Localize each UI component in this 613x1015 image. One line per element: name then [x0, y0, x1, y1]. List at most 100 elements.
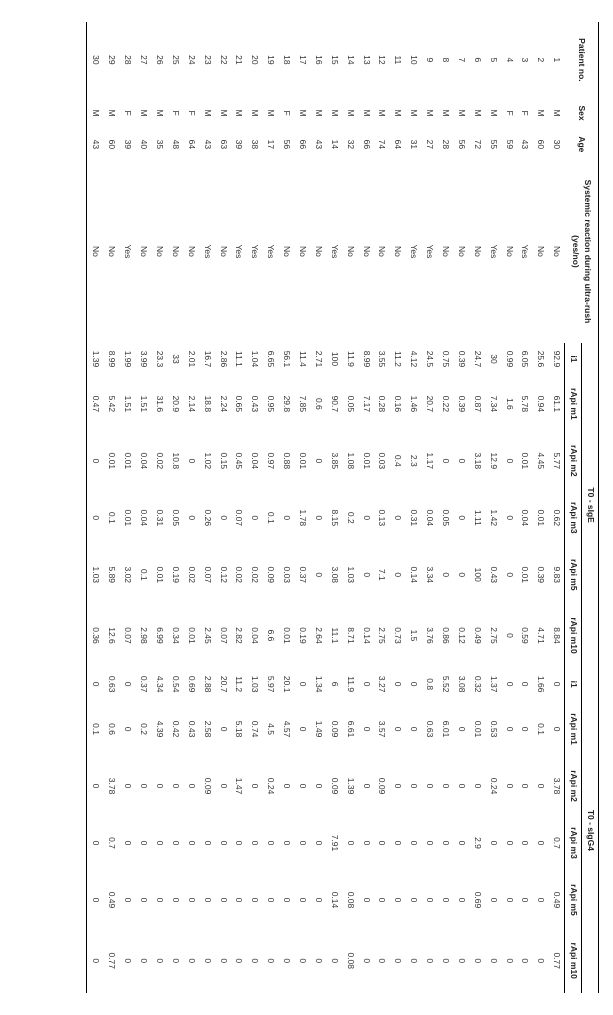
table-cell: M — [151, 98, 167, 129]
table-cell: 2.14 — [183, 375, 199, 432]
table-cell: 0.87 — [469, 375, 485, 432]
col-igg4-m10: rApi m10 — [565, 928, 582, 993]
table-cell: 29.8 — [278, 375, 294, 432]
table-cell: 0 — [453, 546, 469, 603]
table-cell: 0 — [135, 871, 151, 928]
table-cell: 0 — [135, 928, 151, 993]
table-cell: 16 — [310, 22, 326, 98]
table-cell: 0.65 — [231, 375, 247, 432]
table-cell: 6 — [469, 22, 485, 98]
table-cell: 12.9 — [485, 432, 501, 489]
table-cell: 38 — [246, 128, 262, 160]
table-cell: 25 — [167, 22, 183, 98]
table-cell: 0.42 — [167, 701, 183, 758]
table-cell: 0 — [183, 432, 199, 489]
table-cell: 11.1 — [326, 603, 342, 668]
table-cell: M — [389, 98, 405, 129]
table-cell: 0 — [87, 758, 103, 815]
table-row: 2M60No25.60.944.450.010.394.711.660.1000… — [532, 22, 548, 993]
table-cell: 0.94 — [532, 375, 548, 432]
table-cell: 0.7 — [548, 815, 564, 872]
table-row: 25F48No3320.910.80.050.190.340.540.42000… — [167, 22, 183, 993]
table-cell: 0 — [278, 928, 294, 993]
table-cell: 24 — [183, 22, 199, 98]
table-cell: 0.01 — [517, 546, 533, 603]
table-cell: 0.07 — [119, 603, 135, 668]
table-cell: 3.78 — [103, 758, 119, 815]
table-cell: 12 — [374, 22, 390, 98]
table-cell: 0 — [358, 871, 374, 928]
table-row: 5M55Yes307.3412.91.420.432.751.370.530.2… — [485, 22, 501, 993]
table-cell: 0.7 — [103, 815, 119, 872]
table-cell: 0 — [405, 871, 421, 928]
table-cell: 5.89 — [103, 546, 119, 603]
table-cell: 0 — [231, 815, 247, 872]
col-ige-m2: rApi m2 — [565, 432, 582, 489]
table-cell: 15 — [326, 22, 342, 98]
table-cell: 0.1 — [532, 701, 548, 758]
table-cell: 0.37 — [135, 668, 151, 701]
table-cell: 0.59 — [517, 603, 533, 668]
table-cell: 0.69 — [469, 871, 485, 928]
table-cell: 0 — [262, 928, 278, 993]
table-cell: 3.34 — [421, 546, 437, 603]
table-cell: 0 — [310, 871, 326, 928]
table-row: 22M63No2.862.240.1500.120.0720.700000 — [215, 22, 231, 993]
table-cell: 0.04 — [246, 603, 262, 668]
table-cell: 100 — [469, 546, 485, 603]
col-ige-m10: rApi m10 — [565, 603, 582, 668]
table-cell: 0 — [215, 928, 231, 993]
table-cell: 0 — [87, 432, 103, 489]
table-row: 17M66No11.47.850.011.780.370.19000000 — [294, 22, 310, 993]
table-cell: 0 — [167, 928, 183, 993]
table-cell: 2.3 — [405, 432, 421, 489]
table-cell: M — [199, 98, 215, 129]
table-cell: 0 — [119, 701, 135, 758]
table-cell: 1.42 — [485, 489, 501, 546]
header-row-1: Patient no. Sex Age Systemic reaction du… — [582, 22, 599, 993]
table-cell: 3.57 — [374, 701, 390, 758]
col-patient: Patient no. — [565, 22, 599, 98]
table-cell: 39 — [231, 128, 247, 160]
table-cell: 0.01 — [119, 489, 135, 546]
col-igg4-i1: i1 — [565, 668, 582, 701]
table-cell: 2.86 — [215, 343, 231, 376]
table-cell: 0.15 — [215, 432, 231, 489]
table-cell: No — [532, 160, 548, 342]
table-cell: Yes — [246, 160, 262, 342]
table-cell: 0.73 — [389, 603, 405, 668]
table-row: 30M43No1.390.47001.030.3600.10000 — [87, 22, 103, 993]
table-cell: 0.01 — [278, 603, 294, 668]
table-cell: 0 — [151, 928, 167, 993]
table-cell: 0 — [151, 871, 167, 928]
table-cell: 1.47 — [231, 758, 247, 815]
table-cell: 0.22 — [437, 375, 453, 432]
table-cell: 0.04 — [246, 432, 262, 489]
table-cell: 0 — [278, 871, 294, 928]
table-cell: M — [485, 98, 501, 129]
table-cell: 0 — [532, 871, 548, 928]
table-row: 12M74No3.550.280.030.137.12.753.273.570.… — [374, 22, 390, 993]
table-cell: 0.09 — [326, 701, 342, 758]
table-cell: 0.01 — [119, 432, 135, 489]
table-cell: 0.1 — [135, 546, 151, 603]
table-cell: 0 — [437, 758, 453, 815]
table-row: 18F56No56.129.80.8800.030.0120.14.570000 — [278, 22, 294, 993]
table-cell: 0.36 — [87, 603, 103, 668]
table-row: 26M35No23.331.60.020.310.016.994.344.390… — [151, 22, 167, 993]
table-cell: 0 — [389, 871, 405, 928]
table-cell: 0 — [310, 758, 326, 815]
table-cell: 0.05 — [342, 375, 358, 432]
table-cell: 0.86 — [437, 603, 453, 668]
table-cell: 0 — [310, 489, 326, 546]
table-cell: 0 — [119, 758, 135, 815]
table-cell: 0 — [167, 815, 183, 872]
table-cell: 18 — [278, 22, 294, 98]
table-cell: No — [437, 160, 453, 342]
table-cell: Yes — [421, 160, 437, 342]
rotated-container: Patient no. Sex Age Systemic reaction du… — [0, 0, 613, 1015]
table-cell: M — [374, 98, 390, 129]
table-cell: 1.08 — [342, 432, 358, 489]
table-cell: 0.24 — [485, 758, 501, 815]
table-cell: 3.99 — [135, 343, 151, 376]
